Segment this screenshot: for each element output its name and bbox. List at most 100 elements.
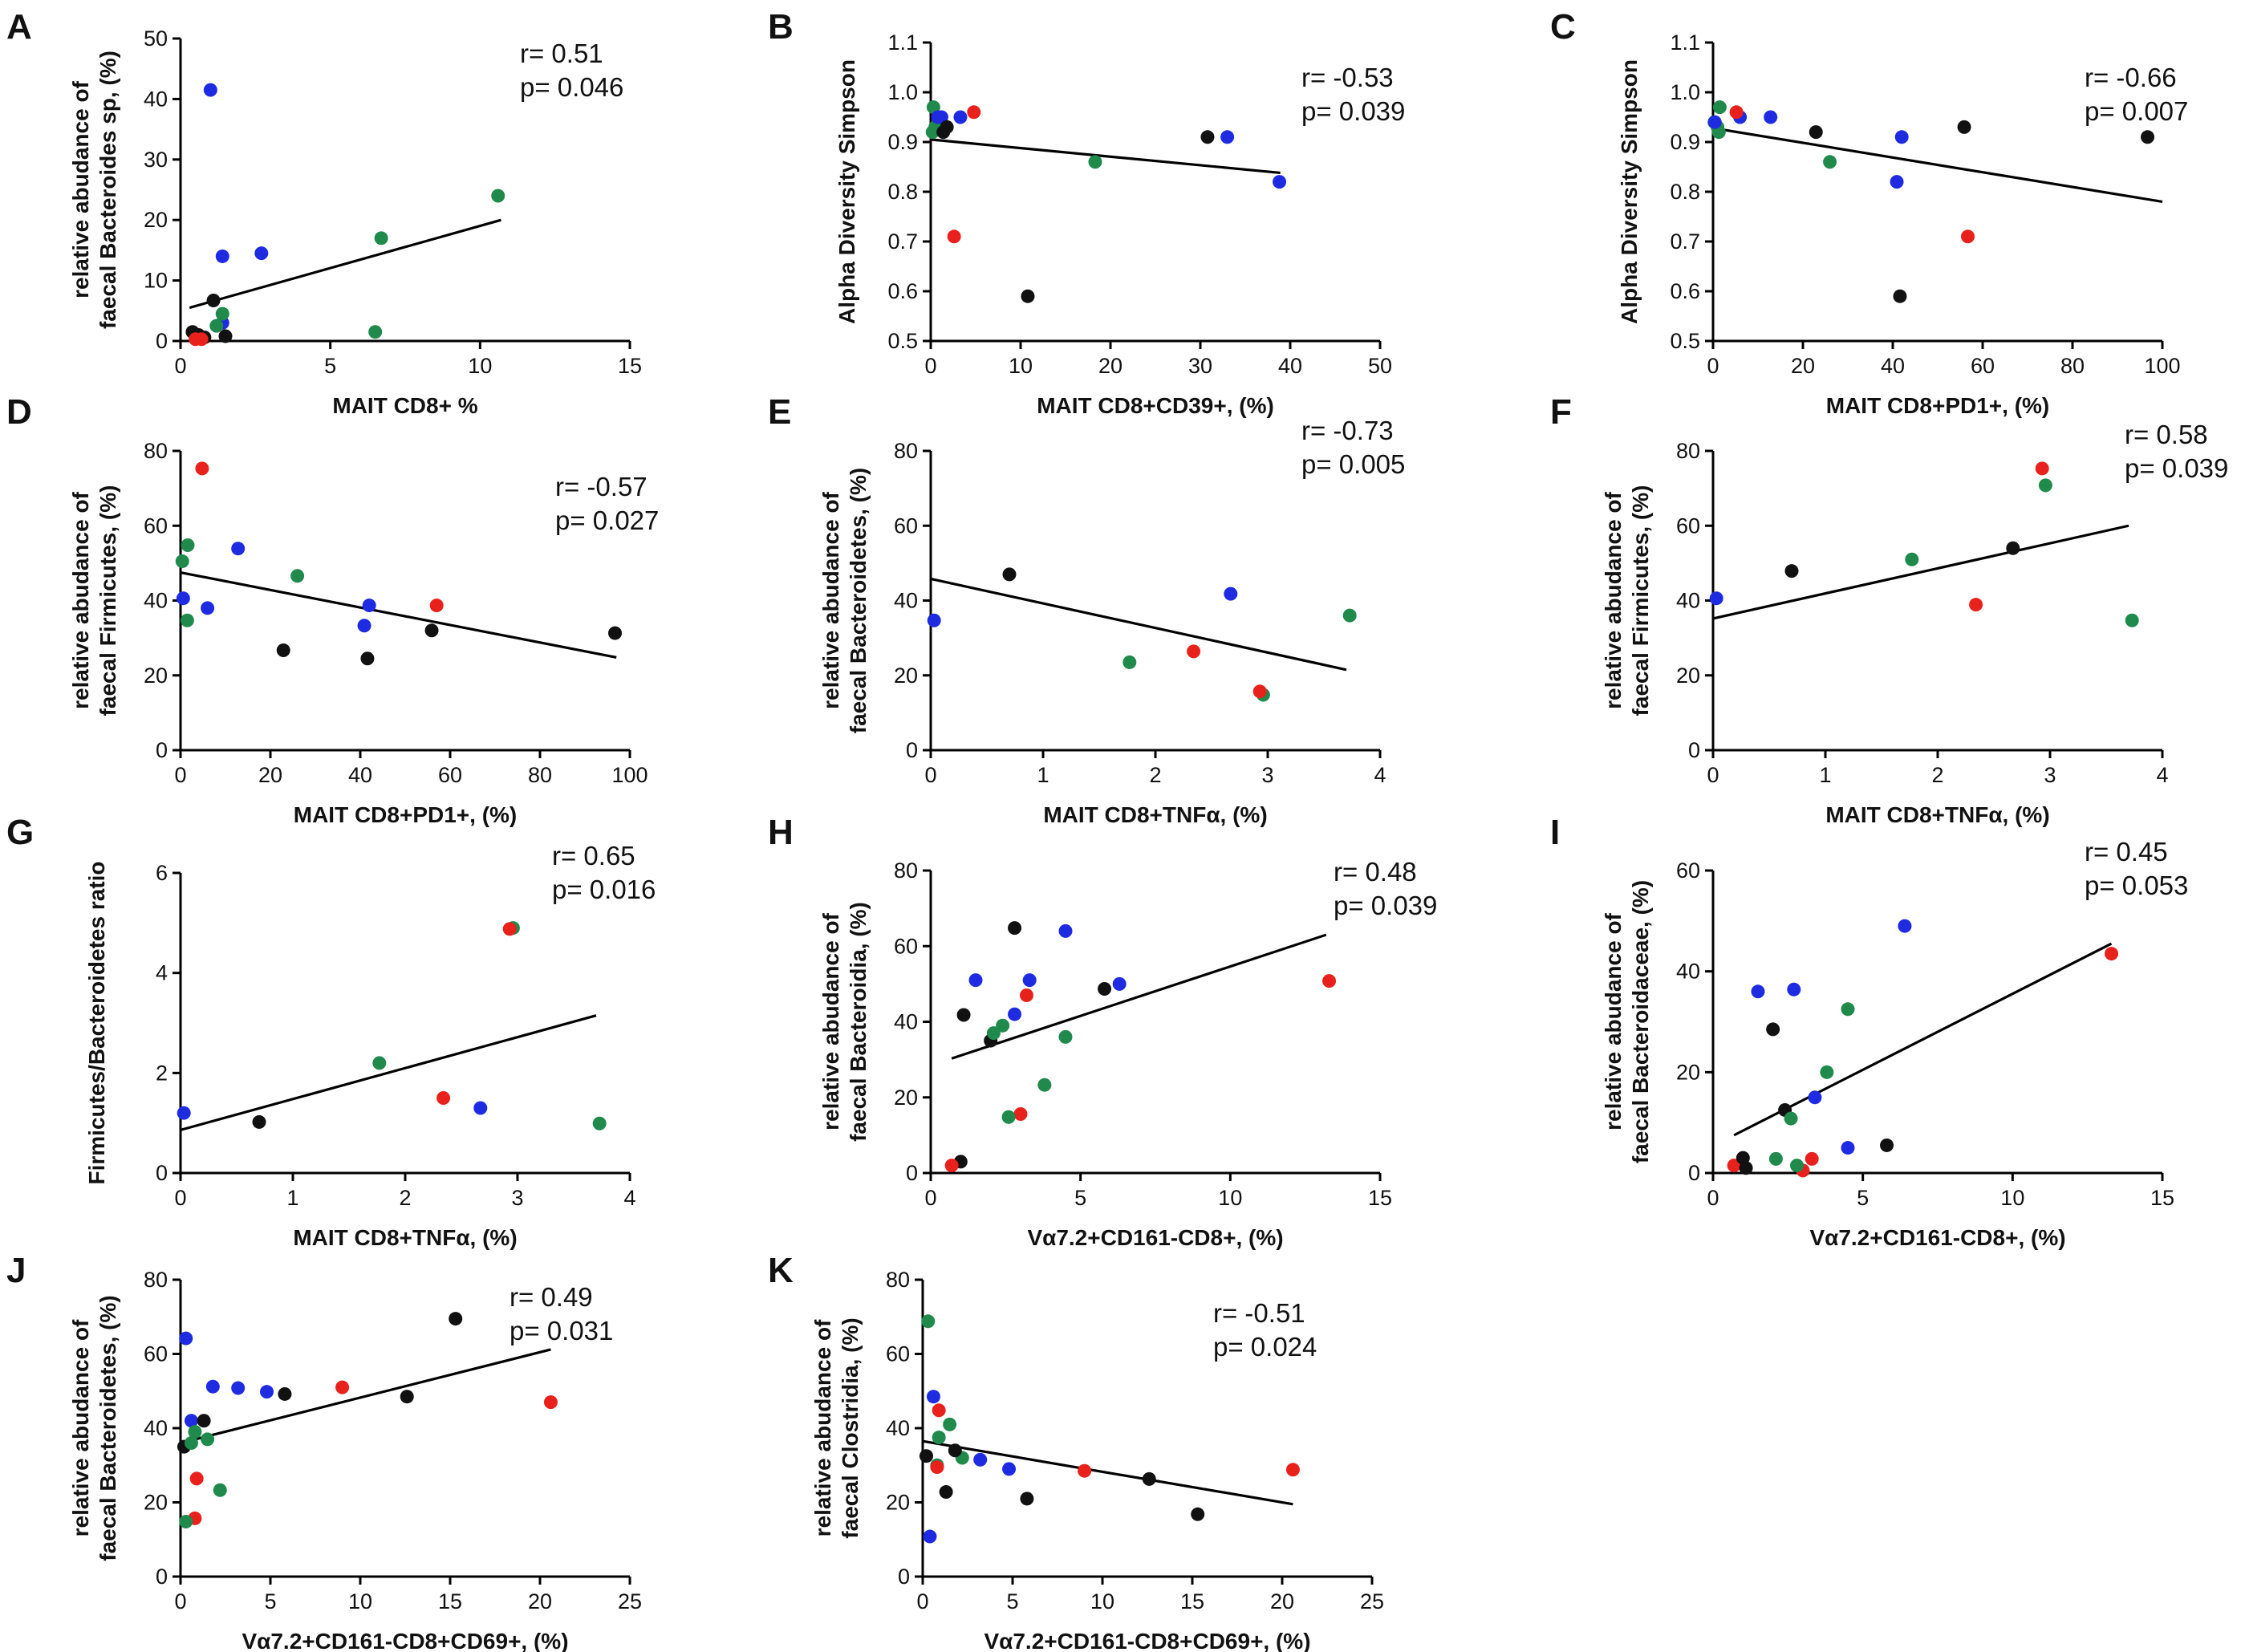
y-tick-label: 6 — [156, 861, 168, 885]
data-point-green — [1088, 155, 1102, 169]
y-tick-label: 0 — [906, 738, 918, 762]
data-point-black — [197, 1414, 211, 1428]
data-point-green — [290, 569, 305, 583]
data-point-black — [608, 626, 623, 640]
x-axis-label: MAIT CD8+ % — [332, 393, 477, 418]
p-value: p= 0.024 — [1213, 1332, 1317, 1362]
data-point-green — [2038, 478, 2052, 493]
y-tick-label: 20 — [1676, 664, 1700, 688]
data-point-blue — [231, 542, 246, 556]
y-axis-label: relative abudance of faecal Bacteroidetes… — [68, 1295, 120, 1561]
panel-b: B 0 10 20 30 40 50 0.5 0.6 0.7 0.8 0.9 1.0 1.1 MAIT CD… — [768, 7, 1405, 418]
y-tick-label: 20 — [886, 1491, 910, 1515]
x-axis-label: MAIT CD8+TNFα, (%) — [1825, 802, 2049, 827]
panel-letter-h: H — [768, 813, 794, 852]
y-tick-label: 80 — [1676, 439, 1700, 463]
y-tick-label: 60 — [144, 513, 168, 538]
data-point-black — [1784, 564, 1799, 578]
y-axis-label-line: faecal Bacteroidia, (%) — [846, 902, 871, 1142]
p-value: p= 0.016 — [552, 875, 656, 904]
x-tick-label: 0 — [916, 1589, 928, 1613]
y-tick-label: 0 — [156, 738, 168, 762]
data-point-red — [932, 1403, 946, 1418]
data-point-blue — [923, 1529, 937, 1544]
y-tick-label: 60 — [894, 934, 918, 958]
y-tick-label: 10 — [144, 269, 168, 293]
y-tick-label: 1.0 — [887, 80, 918, 104]
y-axis-label: relative abudance of faecal Firmicutes, (… — [68, 485, 120, 716]
data-point-green — [1712, 100, 1727, 115]
data-point-black — [939, 1485, 953, 1500]
data-point-black — [1002, 567, 1017, 582]
x-tick-label: 25 — [618, 1589, 642, 1613]
data-point-blue — [205, 1379, 220, 1394]
y-tick-label: 20 — [144, 664, 168, 688]
y-axis-label: Alpha Diversity Simpson — [834, 59, 859, 324]
x-tick-label: 15 — [438, 1589, 462, 1613]
panel-d: D 0 20 40 60 80 100 0 20 40 60 80 MAIT CD8+PD1+, (%)… — [6, 392, 659, 827]
x-tick-label: 4 — [2156, 763, 2168, 787]
y-tick-label: 2 — [156, 1061, 168, 1085]
data-point-red — [2105, 947, 2119, 961]
y-tick-label: 40 — [1676, 960, 1700, 984]
y-tick-label: 0 — [156, 1161, 168, 1185]
data-point-blue — [362, 599, 376, 613]
x-tick-label: 5 — [1074, 1186, 1086, 1210]
y-tick-label: 40 — [144, 589, 168, 613]
data-point-green — [1342, 608, 1357, 623]
y-tick-label: 60 — [1676, 858, 1700, 883]
data-point-red — [1969, 598, 1983, 612]
data-point-green — [179, 1515, 193, 1529]
data-point-black — [1200, 130, 1215, 144]
y-tick-label: 4 — [156, 961, 168, 985]
data-point-green — [592, 1116, 607, 1130]
panel-letter-c: C — [1550, 7, 1576, 47]
y-tick-label: 60 — [894, 513, 918, 538]
x-tick-label: 100 — [611, 763, 648, 787]
x-tick-label: 40 — [1881, 354, 1905, 378]
data-point-blue — [1220, 130, 1235, 144]
x-tick-label: 3 — [1261, 763, 1273, 787]
regression-line — [1712, 127, 2163, 203]
panel-letter-g: G — [6, 813, 34, 852]
data-point-green — [1841, 1002, 1855, 1017]
y-tick-label: 80 — [144, 1268, 168, 1292]
data-point-blue — [473, 1101, 488, 1115]
y-axis-label-line: relative abudance of — [818, 912, 843, 1130]
x-tick-label: 15 — [618, 354, 642, 378]
data-point-red — [1285, 1463, 1300, 1477]
data-point-black — [276, 643, 290, 658]
r-value: r= 0.65 — [552, 841, 635, 871]
y-tick-label: 0.9 — [1670, 130, 1700, 154]
data-point-black — [1021, 289, 1035, 303]
regression-line — [951, 933, 1327, 1060]
y-tick-label: 1.0 — [1670, 80, 1700, 104]
data-point-black — [948, 1443, 962, 1458]
data-point-green — [213, 1483, 227, 1497]
y-tick-label: 20 — [144, 208, 168, 232]
data-point-red — [1078, 1463, 1092, 1478]
panel-letter-b: B — [768, 7, 794, 47]
data-point-red — [436, 1091, 451, 1105]
x-tick-label: 2 — [1931, 763, 1943, 787]
y-tick-label: 0.7 — [887, 229, 918, 254]
x-tick-label: 80 — [528, 763, 552, 787]
y-tick-label: 0.6 — [1670, 279, 1700, 303]
data-point-blue — [177, 1106, 191, 1120]
p-value: p= 0.031 — [510, 1316, 613, 1346]
x-tick-label: 5 — [1006, 1589, 1018, 1613]
data-point-green — [491, 189, 505, 203]
x-tick-label: 10 — [468, 354, 492, 378]
regression-line — [180, 1014, 597, 1131]
panel-letter-f: F — [1550, 392, 1572, 432]
y-axis-label-line: faecal Bacteroides sp, (%) — [95, 51, 120, 329]
y-axis-label: Firmicutes/Bacteroidetes ratio — [84, 861, 109, 1184]
regression-line — [180, 570, 617, 659]
data-point-red — [189, 1471, 204, 1486]
data-point-green — [1823, 155, 1837, 169]
r-value: r= -0.51 — [1213, 1298, 1305, 1328]
data-point-green — [1001, 1110, 1016, 1124]
x-tick-label: 10 — [2000, 1186, 2024, 1210]
data-point-black — [1766, 1022, 1780, 1037]
